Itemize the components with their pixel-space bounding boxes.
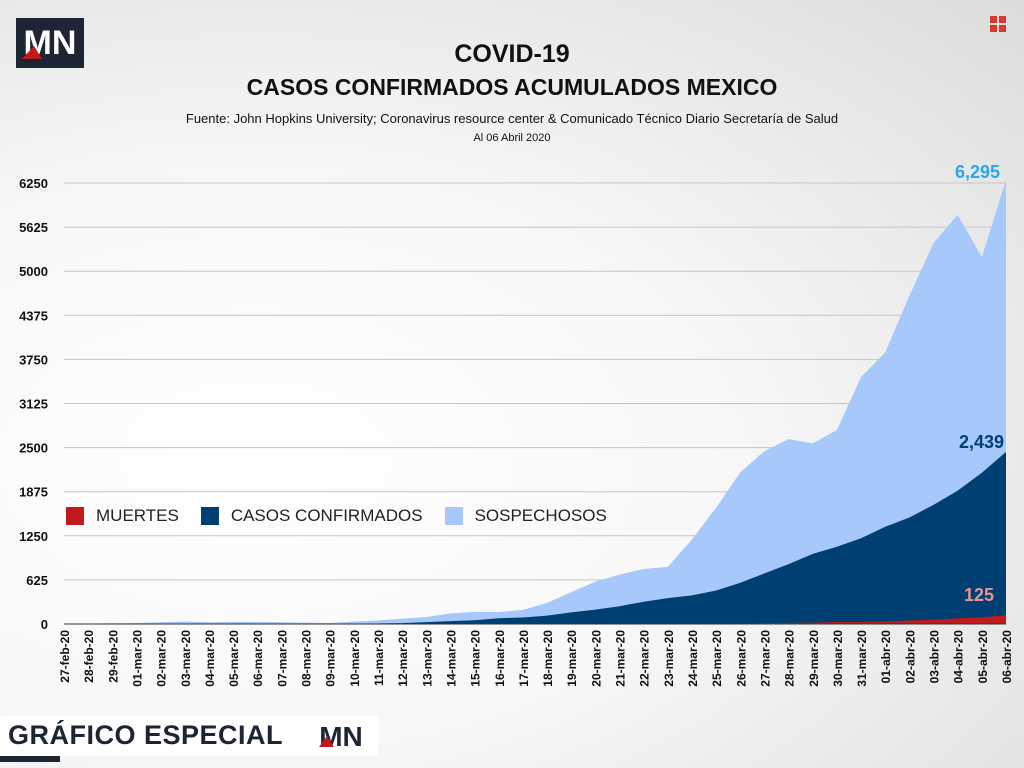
legend-swatch-confirmados	[200, 507, 219, 525]
x-tick-label: 14-mar-20	[444, 630, 458, 687]
chart-subtitle: CASOS CONFIRMADOS ACUMULADOS MEXICO	[246, 74, 778, 100]
series-area-muertes	[64, 615, 1006, 624]
y-tick-label: 3125	[19, 397, 48, 412]
mn-footer-logo: MN	[319, 722, 363, 750]
x-tick-label: 12-mar-20	[396, 630, 410, 687]
x-tick-label: 30-mar-20	[831, 630, 845, 687]
footer-label: GRÁFICO ESPECIAL	[8, 720, 284, 750]
x-tick-label: 28-feb-20	[82, 630, 96, 683]
x-tick-label: 21-mar-20	[614, 630, 628, 687]
data-label-casos-confirmados: 2,439	[959, 432, 1004, 452]
x-tick-label: 18-mar-20	[541, 630, 555, 687]
y-tick-label: 5625	[19, 220, 48, 235]
legend-label-sospechosos: SOSPECHOSOS	[474, 506, 607, 525]
x-tick-label: 29-feb-20	[106, 630, 120, 683]
x-tick-label: 27-mar-20	[758, 630, 772, 687]
footer-banner: GRÁFICO ESPECIAL MN	[0, 716, 378, 756]
x-tick-label: 02-mar-20	[155, 630, 169, 687]
y-tick-label: 1250	[19, 529, 48, 544]
x-tick-label: 20-mar-20	[589, 630, 603, 687]
y-tick-label: 6250	[19, 176, 48, 191]
x-tick-label: 01-abr-20	[879, 630, 893, 684]
y-tick-label: 625	[26, 573, 48, 588]
data-label-sospechosos: 6,295	[955, 162, 1000, 182]
x-tick-label: 10-mar-20	[348, 630, 362, 687]
chart-source: Fuente: John Hopkins University; Coronav…	[185, 111, 839, 126]
y-tick-label: 3750	[19, 352, 48, 367]
x-tick-label: 03-abr-20	[928, 630, 942, 684]
x-tick-label: 29-mar-20	[807, 630, 821, 687]
legend-swatch-muertes	[66, 507, 84, 525]
x-tick-label: 19-mar-20	[565, 630, 579, 687]
x-tick-label: 13-mar-20	[420, 630, 434, 687]
y-tick-label: 2500	[19, 441, 48, 456]
y-tick-label: 5000	[19, 264, 48, 279]
legend-item-muertes: MUERTES	[66, 506, 179, 526]
x-tick-label: 23-mar-20	[662, 630, 676, 687]
x-tick-label: 05-abr-20	[976, 630, 990, 684]
x-tick-label: 28-mar-20	[783, 630, 797, 687]
mn-logo: MN	[16, 18, 84, 68]
y-tick-label: 0	[41, 617, 48, 632]
legend-label-muertes: MUERTES	[96, 506, 179, 525]
x-tick-label: 03-mar-20	[179, 630, 193, 687]
x-tick-label: 09-mar-20	[324, 630, 338, 687]
x-tick-label: 05-mar-20	[227, 630, 241, 687]
x-tick-label: 15-mar-20	[469, 630, 483, 687]
x-tick-label: 22-mar-20	[638, 630, 652, 687]
x-tick-label: 11-mar-20	[372, 630, 386, 686]
y-tick-label: 1875	[19, 485, 48, 500]
x-tick-label: 25-mar-20	[710, 630, 724, 687]
x-tick-label: 31-mar-20	[855, 630, 869, 687]
x-tick-label: 27-feb-20	[58, 630, 72, 683]
legend-item-confirmados: CASOS CONFIRMADOS	[200, 506, 423, 526]
data-label-muertes: 125	[964, 585, 994, 605]
y-tick-label: 4375	[19, 308, 48, 323]
footer-accent-bar	[0, 756, 60, 762]
x-tick-label: 06-mar-20	[251, 630, 265, 687]
chart-date-note: Al 06 Abril 2020	[473, 132, 551, 144]
grid-icon[interactable]	[990, 16, 1006, 32]
x-tick-label: 24-mar-20	[686, 630, 700, 687]
x-tick-label: 06-abr-20	[1000, 630, 1014, 684]
series-area-sospechosos	[64, 179, 1006, 624]
x-tick-label: 16-mar-20	[493, 630, 507, 687]
x-tick-label: 04-mar-20	[203, 630, 217, 687]
x-tick-label: 04-abr-20	[952, 630, 966, 684]
legend-label-confirmados: CASOS CONFIRMADOS	[230, 506, 423, 525]
series-area-casos-confirmados	[64, 451, 1006, 624]
x-tick-label: 08-mar-20	[300, 630, 314, 687]
x-tick-label: 17-mar-20	[517, 630, 531, 687]
x-tick-label: 02-abr-20	[903, 630, 917, 684]
x-tick-label: 26-mar-20	[734, 630, 748, 687]
x-tick-label: 07-mar-20	[275, 630, 289, 687]
legend-item-sospechosos: SOSPECHOSOS	[444, 506, 607, 526]
chart-legend: MUERTES CASOS CONFIRMADOS SOSPECHOSOS	[66, 506, 629, 526]
legend-swatch-sospechosos	[444, 507, 463, 525]
x-tick-label: 01-mar-20	[130, 630, 144, 687]
chart-title: COVID-19	[454, 40, 570, 68]
